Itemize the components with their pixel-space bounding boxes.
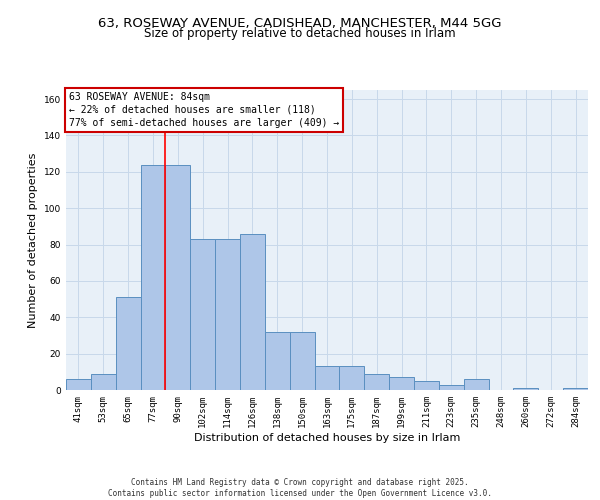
X-axis label: Distribution of detached houses by size in Irlam: Distribution of detached houses by size … (194, 432, 460, 442)
Bar (240, 234, 265, 390)
Bar (439, 384, 464, 390)
Bar (91, 374, 116, 390)
Text: Size of property relative to detached houses in Irlam: Size of property relative to detached ho… (144, 28, 456, 40)
Y-axis label: Number of detached properties: Number of detached properties (28, 152, 38, 328)
Bar (215, 239, 240, 390)
Text: Contains HM Land Registry data © Crown copyright and database right 2025.
Contai: Contains HM Land Registry data © Crown c… (108, 478, 492, 498)
Bar (314, 366, 340, 390)
Bar (140, 164, 166, 390)
Bar (563, 388, 588, 390)
Bar (116, 298, 140, 390)
Bar (66, 379, 91, 390)
Bar (265, 332, 290, 390)
Text: 63, ROSEWAY AVENUE, CADISHEAD, MANCHESTER, M44 5GG: 63, ROSEWAY AVENUE, CADISHEAD, MANCHESTE… (98, 18, 502, 30)
Bar (364, 374, 389, 390)
Bar (464, 379, 488, 390)
Bar (190, 239, 215, 390)
Bar (166, 164, 190, 390)
Bar (389, 378, 414, 390)
Text: 63 ROSEWAY AVENUE: 84sqm
← 22% of detached houses are smaller (118)
77% of semi-: 63 ROSEWAY AVENUE: 84sqm ← 22% of detach… (68, 92, 339, 128)
Bar (514, 388, 538, 390)
Bar (340, 366, 364, 390)
Bar (290, 332, 314, 390)
Bar (414, 381, 439, 390)
